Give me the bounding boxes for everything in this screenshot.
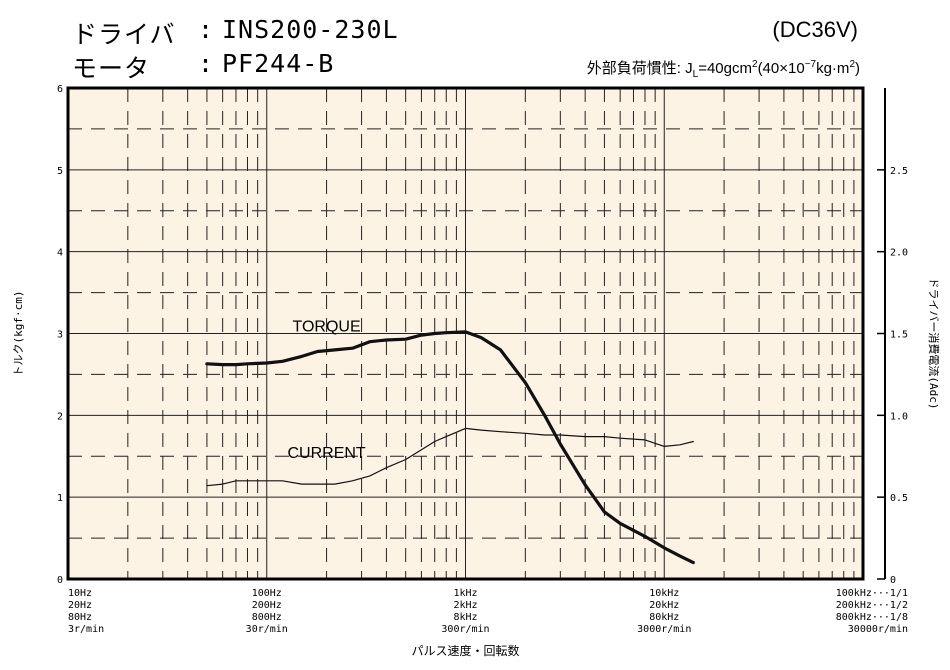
x-tick-label: 300r/min <box>441 624 489 635</box>
x-tick-label: 100kHz···1/1 <box>836 588 908 599</box>
inertia-sup1: 2 <box>752 59 758 70</box>
x-tick-label: 200Hz <box>252 600 282 611</box>
x-axis-title: パルス速度・回転数 <box>411 643 519 658</box>
x-tick-label: 8kHz <box>453 612 477 623</box>
driver-value: INS200-230L <box>222 15 399 44</box>
left-tick-label: 1 <box>57 493 63 504</box>
x-tick-label: 800Hz <box>252 612 282 623</box>
left-tick-label: 5 <box>57 166 63 177</box>
x-tick-label: 200kHz···1/2 <box>836 600 908 611</box>
inertia-end: ) <box>855 60 860 77</box>
left-tick-label: 3 <box>57 330 63 341</box>
x-tick-label: 10kHz <box>649 588 679 599</box>
x-tick-label: 20Hz <box>68 600 92 611</box>
x-tick-label: 80Hz <box>68 612 92 623</box>
x-tick-label: 1kHz <box>453 588 477 599</box>
series: TORQUE CURRENT <box>205 318 695 565</box>
motor-colon: : <box>198 49 215 78</box>
inertia-sub: L <box>692 69 699 80</box>
x-tick-group: 100kHz···1/1200kHz···1/2800kHz···1/83000… <box>836 588 908 635</box>
current-annotation: CURRENT <box>287 445 365 462</box>
right-tick-label: 0 <box>890 575 896 586</box>
left-tick-label: 4 <box>57 248 63 259</box>
x-tick-label: 800kHz···1/8 <box>836 612 908 623</box>
right-tick-label: 2.0 <box>890 248 908 259</box>
load-inertia: 外部負荷慣性: JL=40gcm2(40×10−7kg·m2) <box>587 57 860 80</box>
x-tick-label: 10Hz <box>68 588 92 599</box>
axis-labels: 0 1 2 3 4 5 6 0 0.5 1.0 1.5 2.0 2.5 10Hz20Hz80Hz3r/mi… <box>12 84 941 658</box>
plot-frame <box>66 86 865 581</box>
torque-annotation: TORQUE <box>293 318 361 335</box>
x-tick-label: 3000r/min <box>637 624 691 635</box>
right-tick-label: 0.5 <box>890 493 908 504</box>
inertia-sup2: −7 <box>804 59 817 70</box>
right-axis-title: ドライバー消費電流(Adc) <box>927 278 941 410</box>
right-tick-label: 1.0 <box>890 411 908 422</box>
left-axis-title: トルク(kgf·cm) <box>12 291 25 377</box>
x-tick-label: 100Hz <box>252 588 282 599</box>
motor-label: モータ <box>72 54 151 83</box>
left-tick-label: 0 <box>57 575 63 586</box>
driver-colon: : <box>198 15 215 44</box>
x-tick-label: 3r/min <box>68 624 104 635</box>
inertia-mid3: kg·m <box>816 60 850 77</box>
x-tick-label: 30000r/min <box>848 624 908 635</box>
inertia-mid: =40gcm <box>698 60 752 77</box>
inertia-prefix: 外部負荷慣性: J <box>586 60 693 77</box>
inertia-sup3: 2 <box>849 59 855 70</box>
driver-label: ドライバ <box>72 20 176 49</box>
left-tick-label: 2 <box>57 411 63 422</box>
x-tick-label: 80kHz <box>649 612 679 623</box>
x-tick-label: 30r/min <box>246 624 288 635</box>
left-tick-label: 6 <box>57 84 63 95</box>
right-tick-label: 2.5 <box>890 166 908 177</box>
supply-voltage: (DC36V) <box>772 17 858 42</box>
x-tick-label: 2kHz <box>453 600 477 611</box>
current-series-line <box>206 427 694 487</box>
inertia-mid2: (40×10 <box>757 60 805 77</box>
motor-value: PF244-B <box>222 49 335 78</box>
right-tick-label: 1.5 <box>890 330 908 341</box>
x-tick-label: 20kHz <box>649 600 679 611</box>
torque-series-line <box>205 330 695 565</box>
